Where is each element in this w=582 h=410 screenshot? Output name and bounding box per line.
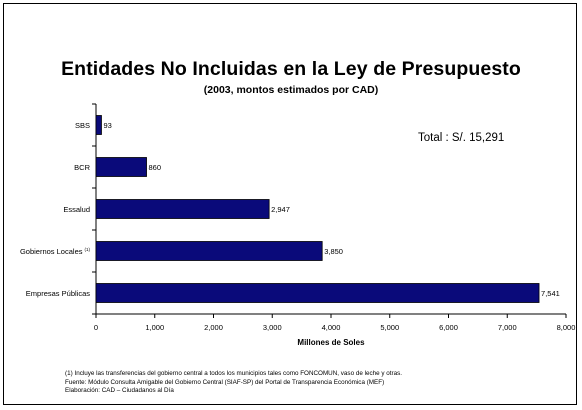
x-tick-label: 5,000 xyxy=(380,323,399,332)
x-tick-label: 1,000 xyxy=(145,323,164,332)
x-tick-label: 3,000 xyxy=(263,323,282,332)
bar xyxy=(95,199,270,219)
x-axis-title: Millones de Soles xyxy=(297,338,365,347)
category-label: SBS xyxy=(75,121,90,130)
x-tick-label: 6,000 xyxy=(439,323,458,332)
data-label: 7,541 xyxy=(541,289,560,298)
data-label: 93 xyxy=(103,121,111,130)
bar xyxy=(95,157,147,177)
category-label: Gobiernos Locales (1) xyxy=(20,247,91,256)
x-tick-label: 2,000 xyxy=(204,323,223,332)
bar xyxy=(95,115,102,135)
chart-title: Entidades No Incluidas en la Ley de Pres… xyxy=(61,58,521,80)
category-label: BCR xyxy=(74,163,90,172)
x-tick-label: 7,000 xyxy=(498,323,517,332)
data-label: 3,850 xyxy=(324,247,343,256)
footnote-1: (1) Incluye las transferencias del gobie… xyxy=(65,370,403,377)
chart-subtitle: (2003, montos estimados por CAD) xyxy=(0,84,582,96)
category-label: Empresas Públicas xyxy=(26,289,90,298)
x-tick-label: 0 xyxy=(94,323,98,332)
data-label: 860 xyxy=(149,163,162,172)
data-label: 2,947 xyxy=(271,205,290,214)
bar xyxy=(95,283,540,303)
bar xyxy=(95,241,323,261)
total-label: Total : S/. 15,291 xyxy=(418,132,505,144)
category-label: Essalud xyxy=(63,205,90,214)
subtitle-year: (2003, xyxy=(203,84,237,96)
x-tick-label: 4,000 xyxy=(322,323,341,332)
footnote-elaboration: Elaboración: CAD – Ciudadanos al Día xyxy=(65,387,174,395)
footnotes: (1) Incluye las transferencias del gobie… xyxy=(65,370,402,396)
footnote-source: Fuente: Módulo Consulta Amigable del Gob… xyxy=(65,378,385,386)
x-tick-label: 8,000 xyxy=(557,323,576,332)
subtitle-note: montos estimados por CAD) xyxy=(236,84,379,96)
category-footnote-marker: (1) xyxy=(85,247,91,252)
